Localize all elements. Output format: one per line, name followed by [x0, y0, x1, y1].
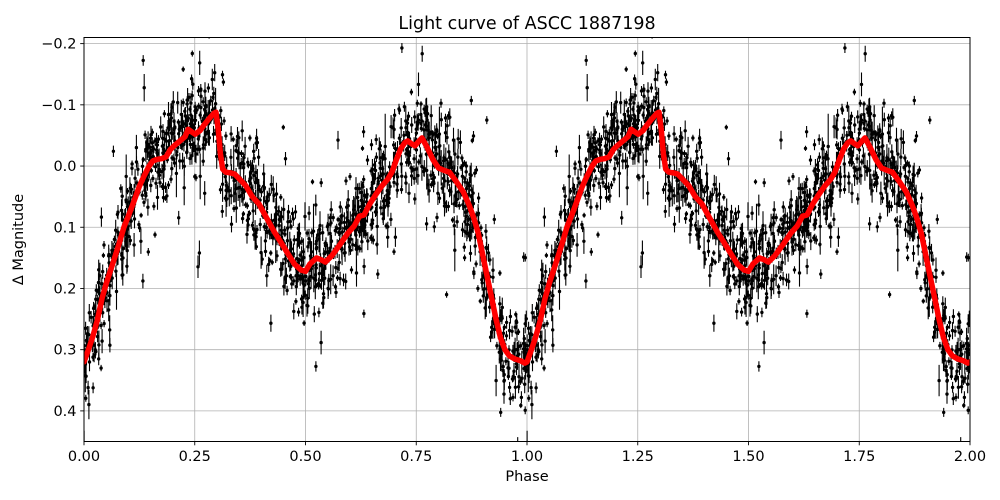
- x-tick-labels: 0.00 0.25 0.50 0.75 1.00 1.25 1.50 1.75 2.00: [68, 449, 986, 465]
- x-tick-label: 1.50: [732, 449, 764, 465]
- x-tick-label: 1.75: [843, 449, 875, 465]
- chart-title: Light curve of ASCC 1887198: [398, 14, 655, 34]
- grid-lines: [83, 37, 971, 442]
- y-tick-label: 0.2: [53, 281, 76, 297]
- y-tick-label: −0.1: [41, 98, 76, 114]
- x-tick-label: 0.50: [289, 449, 321, 465]
- y-tick-label: −0.2: [41, 37, 76, 53]
- x-tick-label: 2.00: [954, 449, 986, 465]
- smoothed-curve: [84, 109, 970, 366]
- x-tick-label: 0.00: [68, 449, 100, 465]
- y-axis-label: Δ Magnitude: [11, 194, 27, 285]
- y-tick-label: 0.4: [53, 404, 76, 420]
- data-layer: [84, 37, 970, 442]
- x-tick-label: 0.25: [179, 449, 211, 465]
- y-tick-label: 0.0: [53, 159, 76, 175]
- y-tick-label: 0.1: [53, 220, 76, 236]
- tick-marks: [80, 43, 971, 446]
- y-tick-labels: −0.2 −0.1 0.0 0.1 0.2 0.3 0.4: [41, 37, 76, 420]
- plot-area: 0.00 0.25 0.50 0.75 1.00 1.25 1.50 1.75 2.00 −0.2…: [41, 37, 986, 465]
- y-tick-label: 0.3: [53, 343, 76, 359]
- x-axis-label: Phase: [505, 469, 548, 485]
- x-tick-label: 1.25: [622, 449, 654, 465]
- x-tick-label: 0.75: [400, 449, 432, 465]
- x-tick-label: 1.00: [511, 449, 543, 465]
